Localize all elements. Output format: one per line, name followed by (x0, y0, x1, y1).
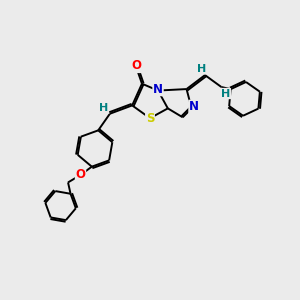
Text: H: H (197, 64, 207, 74)
Text: N: N (189, 100, 199, 113)
Text: O: O (132, 59, 142, 72)
Text: O: O (76, 169, 85, 182)
Text: H: H (221, 88, 230, 98)
Text: H: H (99, 103, 108, 113)
Text: N: N (153, 82, 163, 96)
Text: S: S (146, 112, 154, 125)
